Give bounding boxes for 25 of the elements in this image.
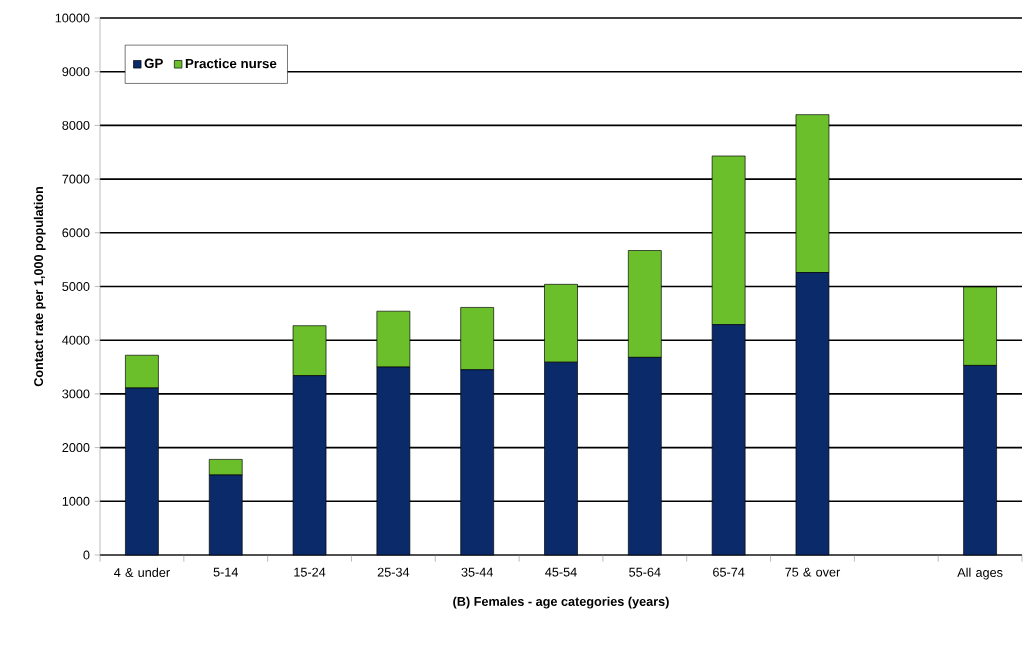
y-tick-label: 5000	[62, 282, 90, 291]
x-tick-label: 55-64	[629, 567, 661, 577]
y-axis-title: Contact rate per 1,000 population	[33, 186, 46, 387]
x-tick-label: 75 & over	[785, 567, 841, 577]
y-tick-label: 9000	[62, 67, 90, 77]
y-tick-label: 4000	[62, 335, 90, 345]
y-tick-label: 10000	[55, 13, 90, 23]
x-tick-label: All ages	[957, 567, 1003, 580]
x-tick-label: 15-24	[294, 567, 326, 577]
legend-label: GP	[144, 58, 163, 69]
y-tick-label: 6000	[62, 228, 90, 238]
x-tick-label: 65-74	[713, 567, 745, 577]
legend-label: Practice nurse	[185, 58, 277, 69]
x-tick-label: 35-44	[461, 567, 493, 577]
x-axis-title: (B) Females - age categories (years)	[453, 596, 669, 609]
y-tick-label: 1000	[62, 496, 90, 506]
y-tick-label: 7000	[62, 174, 90, 184]
x-tick-label: 25-34	[377, 567, 410, 577]
x-tick-label: 45-54	[545, 567, 577, 577]
x-tick-label: 4 & under	[114, 567, 170, 577]
y-tick-label: 8000	[62, 120, 90, 130]
x-tick-label: 5-14	[213, 567, 239, 577]
y-tick-label: 0	[83, 550, 90, 560]
y-tick-label: 3000	[62, 389, 90, 399]
y-tick-label: 2000	[62, 443, 90, 453]
